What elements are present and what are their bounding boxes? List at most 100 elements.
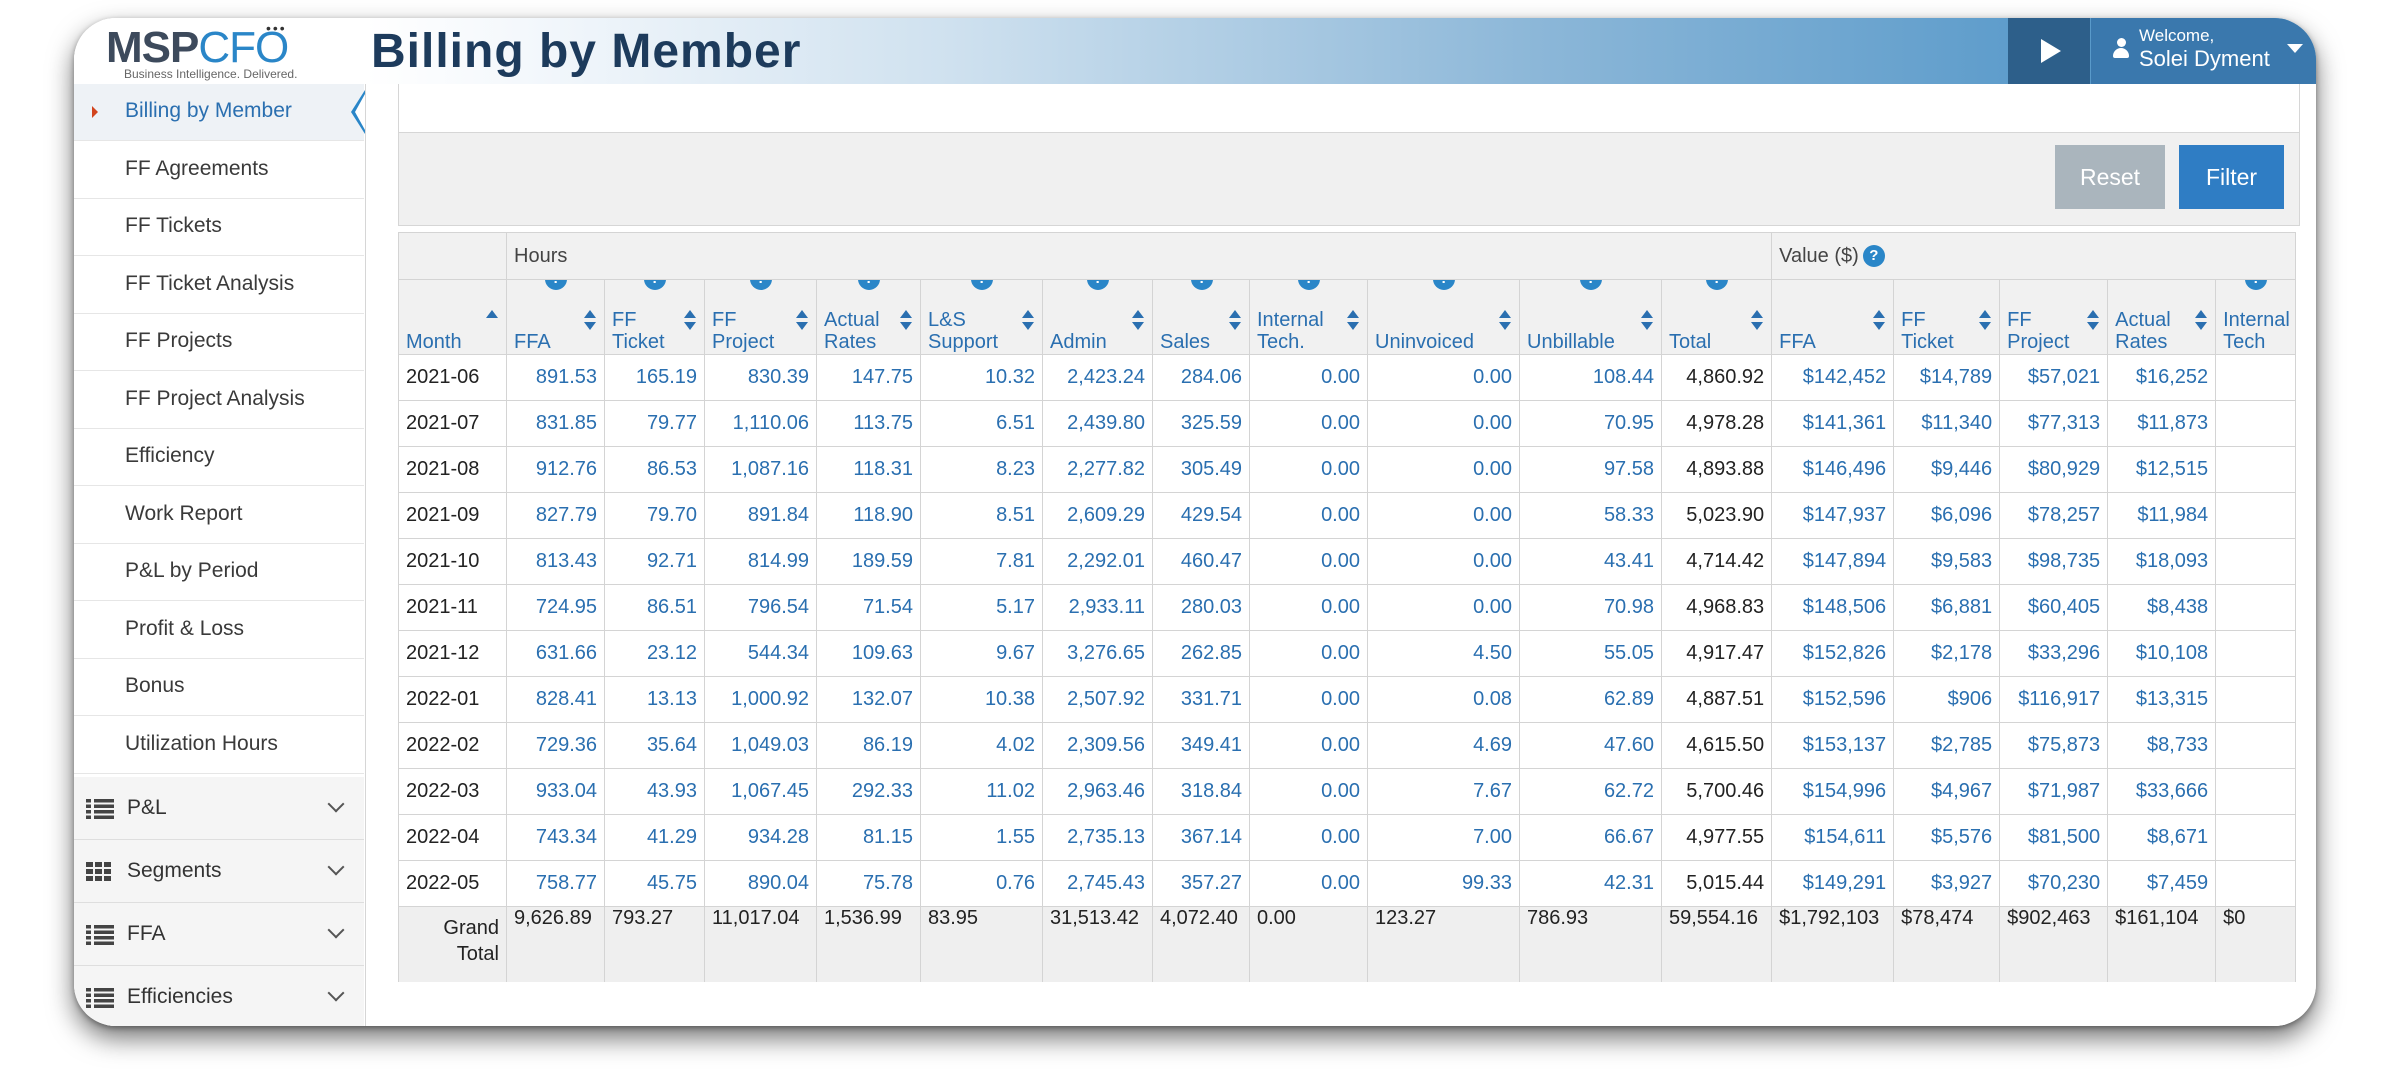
sidebar-group-segments[interactable]: Segments (74, 840, 364, 903)
table-cell[interactable]: 1.55 (920, 814, 1043, 861)
table-cell[interactable]: 4.69 (1367, 722, 1520, 769)
table-cell[interactable]: 7.81 (920, 538, 1043, 585)
help-icon[interactable]: ? (971, 280, 993, 290)
table-cell[interactable]: 8.23 (920, 446, 1043, 493)
help-icon[interactable]: ? (750, 280, 772, 290)
table-cell[interactable]: 0.00 (1249, 492, 1368, 539)
table-cell[interactable]: 729.36 (506, 722, 605, 769)
table-cell[interactable]: 118.31 (816, 446, 921, 493)
table-cell[interactable]: 0.00 (1367, 538, 1520, 585)
sidebar-item-ff-projects[interactable]: FF Projects (74, 314, 364, 371)
table-cell[interactable]: 2,745.43 (1042, 860, 1153, 907)
help-icon[interactable]: ? (1706, 280, 1728, 290)
table-cell[interactable]: 830.39 (704, 354, 817, 401)
table-cell[interactable]: 2,735.13 (1042, 814, 1153, 861)
table-cell[interactable]: 43.41 (1519, 538, 1662, 585)
help-icon[interactable]: ? (1433, 280, 1455, 290)
table-cell[interactable]: 66.67 (1519, 814, 1662, 861)
table-cell[interactable]: 92.71 (604, 538, 705, 585)
table-cell[interactable]: 933.04 (506, 768, 605, 815)
column-header-ff-ticket[interactable]: ? FF Ticket (604, 279, 705, 355)
table-cell[interactable]: 42.31 (1519, 860, 1662, 907)
sort-icon[interactable] (2087, 310, 2100, 332)
table-cell[interactable]: 544.34 (704, 630, 817, 677)
table-cell[interactable]: $2,178 (1893, 630, 2001, 677)
column-header-unbillable[interactable]: ? Unbillable (1519, 279, 1662, 355)
sidebar-item-bonus[interactable]: Bonus (74, 659, 364, 716)
sidebar-item-ff-tickets[interactable]: FF Tickets (74, 199, 364, 256)
table-cell[interactable]: 890.04 (704, 860, 817, 907)
table-cell[interactable]: 86.51 (604, 584, 705, 631)
sidebar-item-ff-ticket-analysis[interactable]: FF Ticket Analysis (74, 257, 364, 314)
help-icon[interactable]: ? (1191, 280, 1213, 290)
table-cell[interactable]: 35.64 (604, 722, 705, 769)
table-cell[interactable]: 86.19 (816, 722, 921, 769)
sidebar-group-p-l[interactable]: P&L (74, 777, 364, 840)
column-header-ffa[interactable]: FFA (1771, 279, 1895, 355)
table-cell[interactable]: 0.00 (1249, 768, 1368, 815)
table-cell[interactable]: 79.77 (604, 400, 705, 447)
table-cell[interactable]: 43.93 (604, 768, 705, 815)
table-cell[interactable]: 165.19 (604, 354, 705, 401)
table-cell[interactable]: $18,093 (2107, 538, 2217, 585)
table-cell[interactable]: 429.54 (1152, 492, 1250, 539)
play-button[interactable] (2008, 18, 2090, 84)
table-cell[interactable]: $6,096 (1893, 492, 2001, 539)
table-cell[interactable]: 891.84 (704, 492, 817, 539)
table-cell[interactable]: 349.41 (1152, 722, 1250, 769)
table-cell[interactable]: $98,735 (1999, 538, 2109, 585)
table-cell[interactable]: 71.54 (816, 584, 921, 631)
table-cell[interactable]: 70.95 (1519, 400, 1662, 447)
column-header-ff-ticket[interactable]: FF Ticket (1893, 279, 2001, 355)
table-cell[interactable]: 2,309.56 (1042, 722, 1153, 769)
table-cell[interactable]: 0.00 (1367, 584, 1520, 631)
help-icon[interactable]: ? (1087, 280, 1109, 290)
table-cell[interactable]: 0.00 (1249, 538, 1368, 585)
table-cell[interactable]: $81,500 (1999, 814, 2109, 861)
table-cell[interactable]: 0.00 (1249, 446, 1368, 493)
table-cell[interactable]: 10.38 (920, 676, 1043, 723)
table-cell[interactable]: 41.29 (604, 814, 705, 861)
table-cell[interactable]: 86.53 (604, 446, 705, 493)
table-cell[interactable]: $80,929 (1999, 446, 2109, 493)
table-cell[interactable]: 2,963.46 (1042, 768, 1153, 815)
sidebar-item-utilization-hours[interactable]: Utilization Hours (74, 717, 364, 774)
table-cell[interactable]: 62.72 (1519, 768, 1662, 815)
table-cell[interactable]: $14,789 (1893, 354, 2001, 401)
table-cell[interactable]: 7.00 (1367, 814, 1520, 861)
sort-icon[interactable] (1132, 310, 1144, 332)
table-cell[interactable]: 284.06 (1152, 354, 1250, 401)
table-cell[interactable]: 0.00 (1367, 492, 1520, 539)
table-cell[interactable]: 1,067.45 (704, 768, 817, 815)
table-cell[interactable]: 2,507.92 (1042, 676, 1153, 723)
table-cell[interactable]: 13.13 (604, 676, 705, 723)
table-cell[interactable]: 132.07 (816, 676, 921, 723)
table-cell[interactable]: 4.02 (920, 722, 1043, 769)
table-cell[interactable]: 0.00 (1249, 676, 1368, 723)
table-cell[interactable]: 891.53 (506, 354, 605, 401)
table-cell[interactable]: 0.00 (1367, 400, 1520, 447)
table-cell[interactable]: $60,405 (1999, 584, 2109, 631)
sort-icon[interactable] (684, 310, 696, 332)
table-cell[interactable]: 2,292.01 (1042, 538, 1153, 585)
table-cell[interactable]: 318.84 (1152, 768, 1250, 815)
column-header-ff-project[interactable]: FF Project (1999, 279, 2109, 355)
sidebar-group-ffa[interactable]: FFA (74, 903, 364, 966)
table-cell[interactable]: $147,894 (1771, 538, 1895, 585)
table-cell[interactable]: 828.41 (506, 676, 605, 723)
table-cell[interactable]: $57,021 (1999, 354, 2109, 401)
table-cell[interactable]: $154,996 (1771, 768, 1895, 815)
sort-icon[interactable] (1873, 310, 1886, 332)
table-cell[interactable]: 0.00 (1249, 584, 1368, 631)
table-cell[interactable]: $13,315 (2107, 676, 2217, 723)
sort-icon[interactable] (796, 310, 808, 332)
column-header-internal-tech-[interactable]: ? Internal Tech. (1249, 279, 1368, 355)
table-cell[interactable]: $70,230 (1999, 860, 2109, 907)
help-icon[interactable]: ? (2245, 280, 2268, 290)
column-header-sales[interactable]: ? Sales (1152, 279, 1250, 355)
table-cell[interactable]: 79.70 (604, 492, 705, 539)
table-cell[interactable]: $2,785 (1893, 722, 2001, 769)
table-cell[interactable]: 7.67 (1367, 768, 1520, 815)
table-cell[interactable]: 1,049.03 (704, 722, 817, 769)
table-cell[interactable]: 189.59 (816, 538, 921, 585)
